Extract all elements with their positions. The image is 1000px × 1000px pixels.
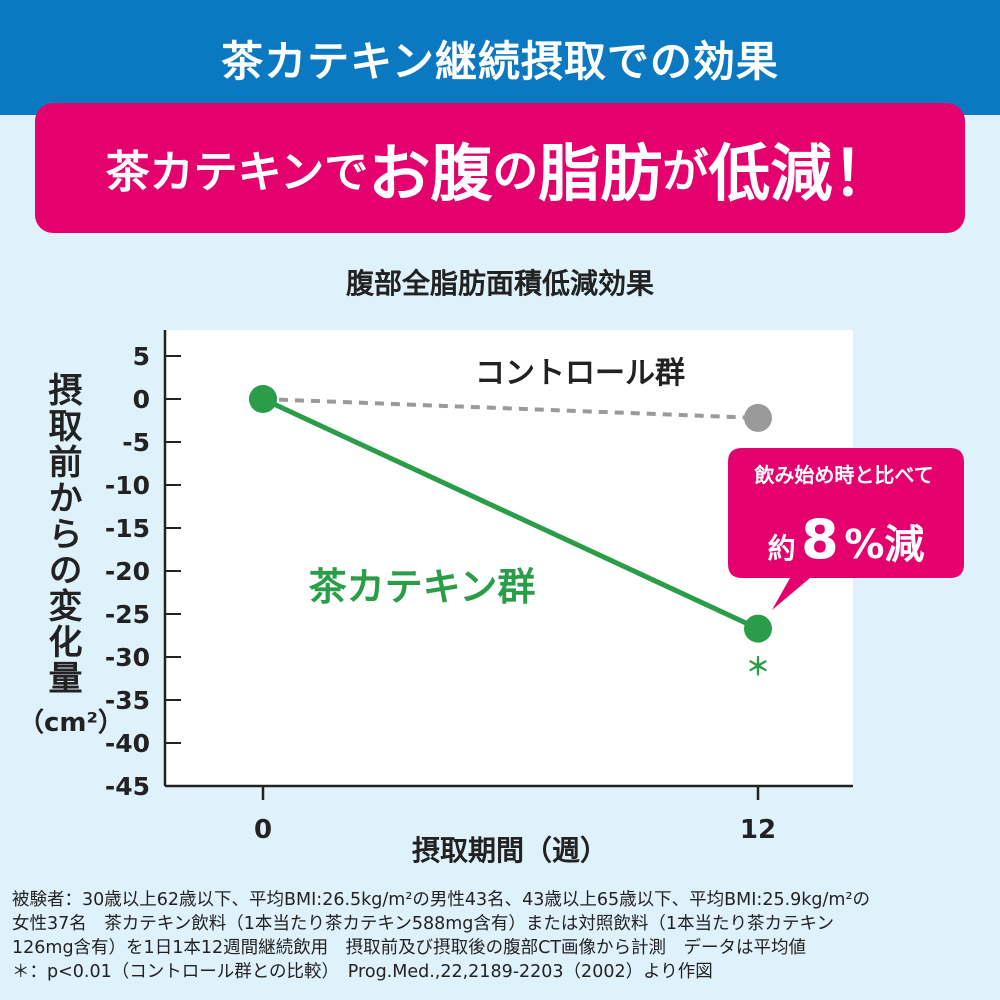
series-line-1 (261, 396, 760, 631)
y-tick-label: 0 (133, 385, 150, 414)
y-tick-label: -25 (105, 600, 150, 629)
y-tick-label: -5 (122, 428, 150, 457)
footnote-line-1: 被験者：30歳以上62歳以下、平均BMI:26.5kg/m²の男性43名、43歳… (12, 890, 870, 910)
header-band (0, 0, 1000, 115)
footnote: 被験者：30歳以上62歳以下、平均BMI:26.5kg/m²の男性43名、43歳… (12, 888, 992, 984)
callout-line-1: 飲み始め時と比べて (753, 463, 933, 487)
banner-part-5: が (662, 144, 709, 198)
y-axis-unit: （cm²） (18, 708, 124, 738)
footnote-line-2: 女性37名 茶カテキン飲料（1本当たり茶カテキン588mg含有）または対照飲料（… (12, 914, 835, 934)
callout-bubble (728, 448, 964, 610)
banner-part-6: 低減！ (708, 137, 895, 210)
y-axis-label: 摂取前からの変化量 (42, 372, 82, 696)
y-tick-label: -10 (105, 471, 150, 500)
x-tick-label: 12 (740, 815, 776, 845)
x-tick-label: 0 (254, 815, 272, 845)
footnote-line-3: 126mg含有）を1日1本12週間継続飲用 摂取前及び摂取後の腹部CT画像から計… (12, 938, 806, 958)
banner-part-1: 茶カテキンで (105, 147, 369, 198)
callout-value: 8 (801, 508, 839, 571)
y-tick-label: -45 (105, 772, 150, 801)
series-line-0 (262, 397, 759, 420)
banner-part-3: の (492, 144, 539, 198)
headline-banner: 茶カテキンで お腹 の 脂肪 が 低減！ (35, 103, 965, 233)
callout-prefix: 約 (768, 532, 796, 565)
x-axis-label: 摂取期間（週） (412, 834, 608, 867)
banner-part-2: お腹 (368, 137, 493, 210)
series-label-1: 茶カテキン群 (309, 565, 536, 609)
series-point-1 (249, 385, 277, 413)
y-tick-label: -20 (105, 557, 150, 586)
y-tick-label: -30 (105, 643, 150, 672)
callout-main: 約 8 %減 (768, 508, 925, 571)
y-tick-label: -15 (105, 514, 150, 543)
chart-title: 腹部全脂肪面積低減効果 (345, 267, 654, 300)
header-title: 茶カテキン継続摂取での効果 (221, 37, 779, 86)
y-tick-label: -40 (105, 729, 150, 758)
banner-part-4: 脂肪 (538, 137, 663, 210)
series-label-0: コントロール群 (475, 356, 685, 391)
series-point-1 (744, 614, 772, 643)
callout: 飲み始め時と比べて 約 8 %減 (728, 448, 964, 610)
y-tick-label: 5 (133, 342, 150, 371)
footnote-line-4: ＊：p<0.01（コントロール群との比較） Prog.Med.,22,2189-… (12, 962, 713, 982)
callout-unit: %減 (844, 522, 924, 568)
series-point-0 (744, 403, 772, 432)
y-tick-label: -35 (105, 686, 150, 715)
significance-marker: ＊ (746, 653, 770, 681)
